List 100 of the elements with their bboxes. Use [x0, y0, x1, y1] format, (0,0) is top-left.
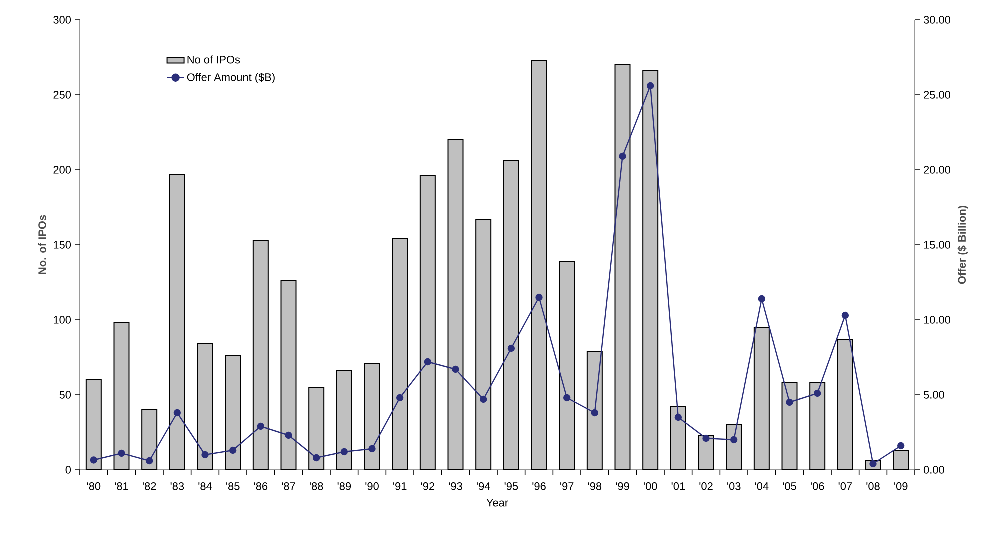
x-tick-label: '89	[338, 482, 352, 490]
bar	[614, 64, 631, 470]
x-tick-label: '81	[115, 482, 128, 490]
y-tick-label: 300	[54, 16, 72, 24]
x-tick-label: '08	[866, 482, 880, 490]
x-tick-label: '93	[449, 482, 462, 490]
x-tick-label: '88	[310, 482, 324, 490]
bar	[531, 60, 548, 470]
legend-label: No of IPOs	[188, 56, 240, 64]
point	[702, 434, 710, 442]
point	[870, 460, 877, 468]
x-tick-label: '95	[504, 482, 518, 490]
point	[563, 394, 571, 402]
x-tick-label: '85	[226, 482, 240, 490]
bar	[559, 261, 576, 470]
point	[424, 358, 432, 366]
x-tick-label: '00	[644, 482, 658, 490]
y-tick-label: 0	[66, 466, 72, 474]
point	[619, 152, 626, 160]
bar	[586, 351, 603, 470]
bar	[754, 327, 770, 470]
point	[396, 394, 404, 402]
y2-tick-label: 0.00	[924, 466, 944, 474]
x-tick-label: '91	[394, 482, 407, 490]
point	[786, 398, 794, 406]
bar	[364, 363, 380, 470]
bar	[782, 382, 798, 470]
bar	[476, 219, 492, 470]
point	[229, 446, 237, 454]
y-tick-label: 50	[60, 391, 72, 399]
point	[118, 450, 126, 458]
x-tick-label: '90	[366, 482, 379, 490]
x-tick-label: '84	[198, 482, 212, 490]
x-tick-label: '80	[87, 482, 101, 490]
point	[257, 422, 265, 430]
point	[842, 312, 850, 320]
point	[758, 295, 766, 303]
y-tick-label: 250	[54, 91, 72, 99]
x-tick-label: '07	[838, 482, 852, 490]
y-tick-label: 200	[54, 166, 72, 174]
bar	[392, 238, 408, 470]
bar	[810, 382, 826, 470]
bar	[726, 424, 742, 470]
point	[591, 409, 599, 417]
x-tick-label: '86	[254, 482, 268, 490]
bar	[142, 410, 158, 470]
bar	[252, 240, 269, 470]
y2-tick-label: 15.00	[924, 241, 951, 249]
point	[452, 366, 460, 374]
y-tick-label: 150	[54, 241, 72, 249]
point	[646, 82, 654, 90]
x-tick-label: '04	[755, 482, 769, 490]
x-axis-title: Year	[486, 499, 508, 507]
y2-axis-title: Offer ($ Billion)	[958, 206, 968, 284]
bar	[86, 380, 102, 470]
x-tick-label: '03	[728, 482, 741, 490]
point	[730, 436, 738, 444]
y2-tick-label: 20.00	[924, 166, 951, 174]
x-tick-label: '99	[616, 482, 630, 490]
bar	[308, 387, 325, 470]
point	[368, 445, 376, 453]
bar	[448, 139, 464, 470]
x-tick-label: '96	[532, 482, 546, 490]
legend-label: Offer Amount ($B)	[187, 73, 275, 84]
x-tick-label: '92	[421, 482, 435, 490]
x-tick-label: '97	[560, 482, 574, 490]
point	[340, 448, 348, 456]
bar	[225, 356, 242, 470]
bar	[420, 176, 436, 470]
point	[814, 390, 822, 398]
x-tick-label: '83	[170, 482, 184, 490]
y2-tick-label: 25.00	[924, 91, 951, 99]
y2-tick-label: 5.00	[924, 391, 944, 399]
y2-tick-label: 10.00	[924, 316, 951, 324]
x-tick-label: '98	[588, 482, 602, 490]
bar	[837, 339, 854, 470]
bar	[280, 280, 297, 470]
bar	[197, 344, 214, 470]
point	[174, 409, 182, 417]
bar	[503, 160, 520, 470]
bar	[670, 406, 686, 470]
bar	[114, 322, 130, 470]
point	[202, 451, 209, 459]
point	[285, 432, 292, 440]
y-axis-title: No. of IPOs	[38, 215, 46, 274]
x-tick-label: '94	[477, 482, 490, 490]
x-tick-label: '87	[282, 482, 296, 490]
point	[508, 344, 516, 352]
x-tick-label: '82	[143, 482, 156, 490]
bar	[642, 70, 659, 470]
point	[480, 396, 488, 404]
point	[146, 457, 154, 465]
y-tick-label: 100	[54, 316, 72, 324]
x-tick-label: '06	[811, 482, 824, 490]
bar	[336, 370, 352, 470]
point	[674, 414, 682, 422]
x-tick-label: '01	[672, 482, 686, 490]
x-tick-label: '05	[783, 482, 796, 490]
y2-tick-label: 30.00	[924, 16, 951, 24]
point	[90, 456, 98, 464]
